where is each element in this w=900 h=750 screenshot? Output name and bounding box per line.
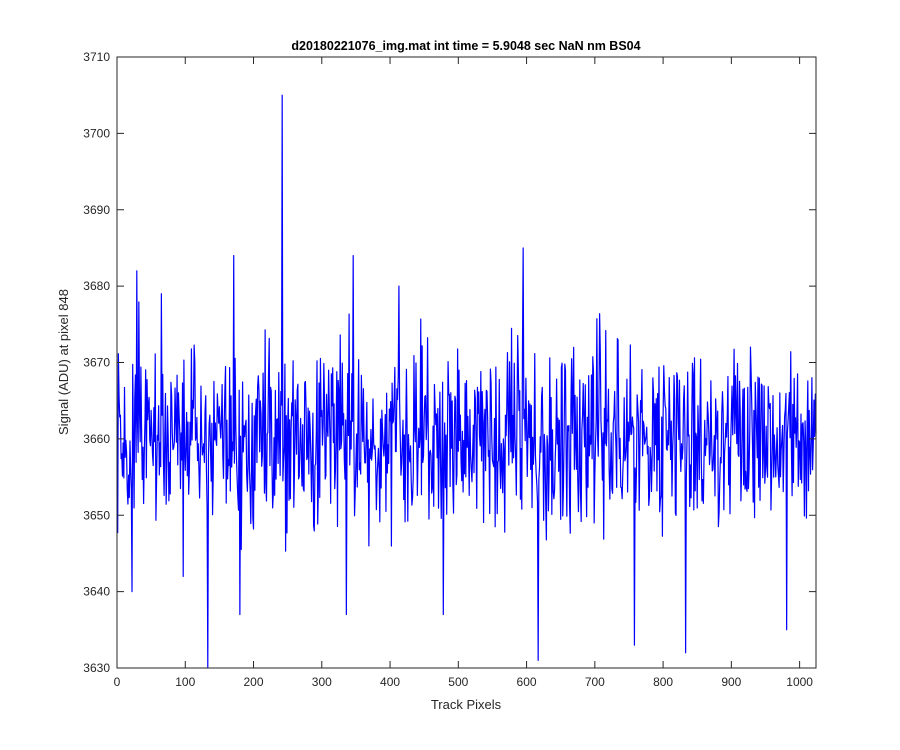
x-tick-label: 1000 — [786, 675, 813, 689]
x-tick-label: 600 — [517, 675, 537, 689]
y-axis: 3630 3640 3650 3660 3670 3680 3690 3700 3710 — [83, 50, 816, 675]
x-tick-label: 0 — [114, 675, 121, 689]
plot-area: 0 100 200 300 400 500 600 700 800 900 1000 3630 364… — [83, 50, 817, 689]
x-tick-label: 300 — [312, 675, 332, 689]
x-tick-label: 100 — [175, 675, 195, 689]
x-tick-label: 400 — [380, 675, 400, 689]
x-tick-label: 800 — [653, 675, 673, 689]
series-line — [117, 94, 817, 669]
y-tick-label: 3660 — [83, 432, 110, 446]
y-tick-label: 3680 — [83, 279, 110, 293]
y-tick-label: 3640 — [83, 585, 110, 599]
x-tick-label: 900 — [721, 675, 741, 689]
x-tick-label: 500 — [448, 675, 468, 689]
y-tick-label: 3710 — [83, 50, 110, 64]
x-tick-label: 700 — [585, 675, 605, 689]
y-tick-label: 3630 — [83, 661, 110, 675]
y-tick-label: 3650 — [83, 508, 110, 522]
x-tick-label: 200 — [244, 675, 264, 689]
y-tick-label: 3670 — [83, 356, 110, 370]
x-axis-label: Track Pixels — [431, 697, 502, 712]
axes-background — [117, 57, 816, 668]
y-axis-label: Signal (ADU) at pixel 848 — [56, 289, 71, 435]
y-tick-label: 3700 — [83, 126, 110, 140]
series-group — [117, 94, 817, 669]
chart-title: d20180221076_img.mat int time = 5.9048 s… — [291, 39, 640, 53]
x-axis: 0 100 200 300 400 500 600 700 800 900 1000 — [114, 57, 813, 689]
y-tick-label: 3690 — [83, 203, 110, 217]
